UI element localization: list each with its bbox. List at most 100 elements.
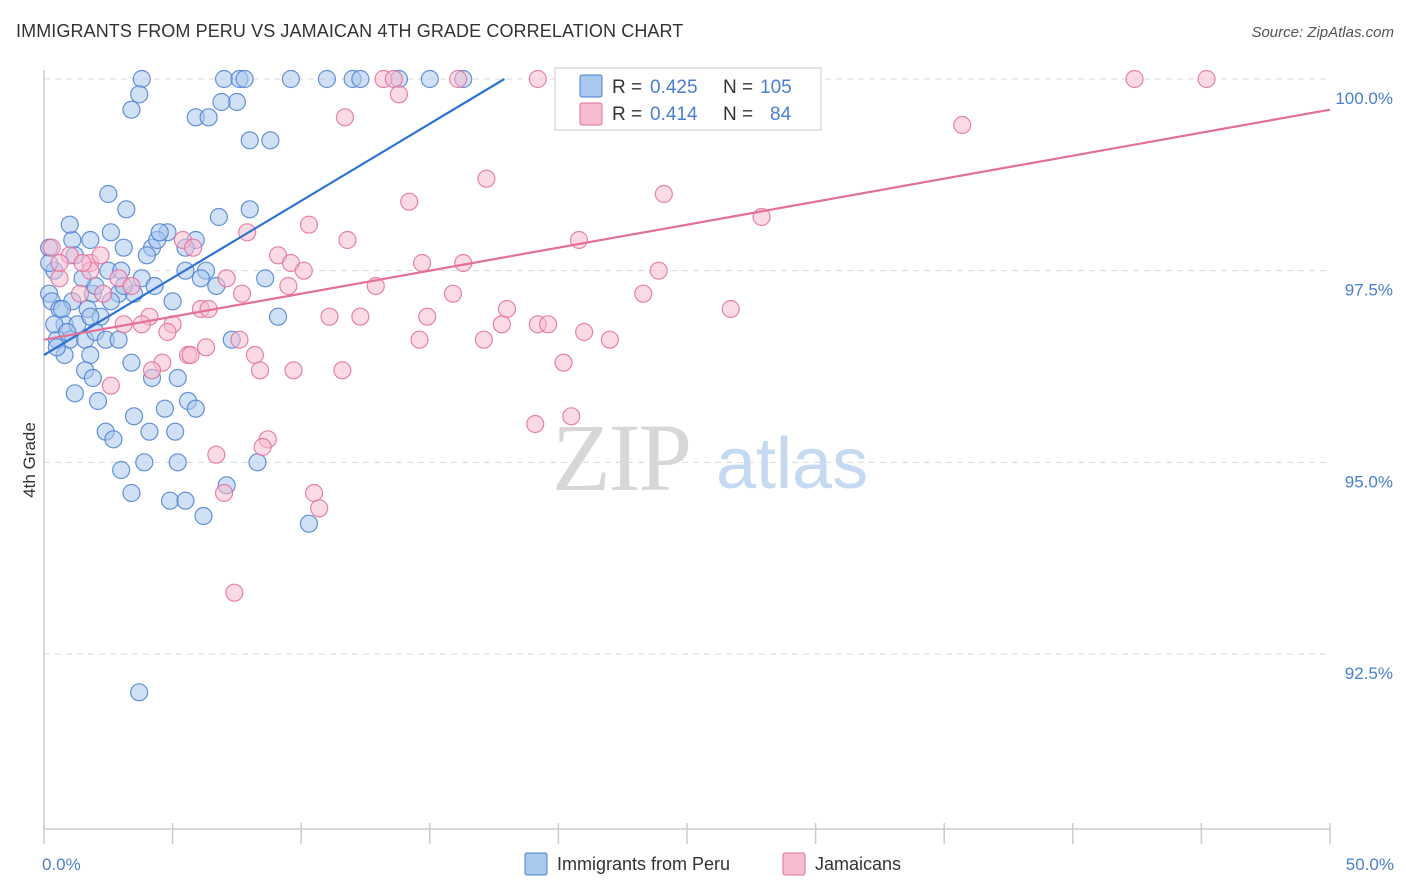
- legend-swatch-jamaicans: [782, 852, 806, 876]
- data-point-jamaicans: [575, 322, 594, 342]
- data-point-immigrants-from-peru: [140, 422, 159, 441]
- data-point-immigrants-from-peru: [130, 85, 149, 104]
- data-point-jamaicans: [492, 315, 511, 334]
- trend-lines: [43, 78, 1331, 356]
- data-point-jamaicans: [474, 330, 493, 349]
- data-point-jamaicans: [526, 414, 545, 434]
- data-point-immigrants-from-peru: [112, 460, 131, 480]
- data-point-immigrants-from-peru: [163, 292, 182, 311]
- data-point-immigrants-from-peru: [194, 506, 213, 526]
- data-point-immigrants-from-peru: [299, 514, 319, 533]
- stats-r-label-blue: R =: [612, 77, 642, 98]
- data-point-jamaicans: [304, 483, 324, 503]
- data-point-immigrants-from-peru: [420, 69, 439, 89]
- watermark: ZIP atlas: [552, 404, 868, 511]
- chart-title: IMMIGRANTS FROM PERU VS JAMAICAN 4TH GRA…: [16, 21, 684, 41]
- stats-n-value-pink: 84: [770, 104, 792, 125]
- stats-r-label-pink: R =: [612, 104, 642, 125]
- data-point-jamaicans: [497, 299, 517, 319]
- data-point-immigrants-from-peru: [212, 92, 231, 112]
- data-point-immigrants-from-peru: [160, 491, 180, 510]
- stats-legend: R = 0.425 N = 105 R = 0.414 N = 84: [554, 67, 822, 131]
- data-point-jamaicans: [539, 315, 558, 334]
- data-point-immigrants-from-peru: [214, 69, 234, 89]
- data-point-jamaicans: [384, 69, 403, 89]
- data-point-immigrants-from-peru: [248, 453, 267, 472]
- data-point-jamaicans: [1125, 69, 1144, 89]
- data-point-jamaicans: [410, 330, 429, 349]
- data-point-jamaicans: [245, 345, 265, 365]
- data-point-immigrants-from-peru: [281, 69, 301, 89]
- data-point-immigrants-from-peru: [240, 131, 259, 150]
- data-point-jamaicans: [528, 69, 547, 89]
- data-point-immigrants-from-peru: [114, 238, 133, 257]
- data-point-immigrants-from-peru: [135, 453, 154, 472]
- data-point-jamaicans: [253, 437, 272, 457]
- data-point-jamaicans: [721, 299, 740, 319]
- data-point-jamaicans: [181, 345, 200, 365]
- data-point-immigrants-from-peru: [63, 230, 82, 250]
- data-point-immigrants-from-peru: [168, 368, 187, 388]
- data-point-jamaicans: [142, 361, 162, 380]
- stats-n-value-blue: 105: [760, 77, 792, 98]
- data-point-jamaicans: [158, 322, 177, 342]
- x-axis-ticks: [43, 823, 1331, 844]
- data-point-jamaicans: [73, 253, 92, 273]
- data-point-immigrants-from-peru: [99, 184, 118, 204]
- data-point-immigrants-from-peru: [199, 108, 218, 127]
- data-point-immigrants-from-peru: [268, 307, 288, 326]
- data-point-immigrants-from-peru: [122, 483, 141, 503]
- data-point-jamaicans: [600, 330, 619, 349]
- data-point-jamaicans: [196, 338, 216, 357]
- data-point-jamaicans: [351, 307, 370, 326]
- data-point-immigrants-from-peru: [235, 69, 254, 89]
- stats-legend-swatch-pink: [579, 102, 603, 126]
- data-point-jamaicans: [389, 85, 409, 104]
- data-point-jamaicans: [418, 307, 437, 326]
- data-point-immigrants-from-peru: [176, 491, 195, 510]
- data-point-jamaicans: [279, 276, 298, 296]
- data-point-immigrants-from-peru: [122, 353, 141, 372]
- data-point-jamaicans: [562, 407, 581, 426]
- data-point-jamaicans: [1197, 69, 1216, 89]
- data-point-jamaicans: [70, 284, 90, 303]
- y-tick-label: 95.0%: [1345, 472, 1393, 491]
- data-point-jamaicans: [284, 361, 303, 380]
- data-point-immigrants-from-peru: [351, 69, 370, 89]
- data-point-immigrants-from-peru: [155, 399, 174, 418]
- y-tick-label: 100.0%: [1335, 89, 1393, 108]
- data-point-immigrants-from-peru: [240, 200, 259, 219]
- y-tick-label: 97.5%: [1345, 281, 1393, 300]
- watermark-atlas: atlas: [716, 424, 868, 504]
- y-axis-title: 4th Grade: [20, 422, 39, 498]
- data-point-immigrants-from-peru: [317, 69, 337, 89]
- data-point-jamaicans: [230, 330, 249, 349]
- data-point-jamaicans: [122, 276, 141, 296]
- y-tick-label: 92.5%: [1345, 664, 1393, 683]
- data-point-immigrants-from-peru: [130, 683, 149, 702]
- data-point-immigrants-from-peru: [81, 345, 100, 365]
- data-point-jamaicans: [214, 483, 234, 503]
- data-point-immigrants-from-peru: [122, 100, 141, 119]
- data-point-jamaicans: [50, 269, 69, 288]
- stats-n-label-blue: N =: [723, 77, 753, 98]
- stats-r-value-blue: 0.425: [650, 77, 698, 98]
- y-axis-tick-labels: 92.5% 95.0% 97.5% 100.0%: [1335, 89, 1393, 683]
- data-point-immigrants-from-peru: [191, 269, 210, 288]
- stats-r-value-pink: 0.414: [650, 104, 698, 125]
- data-point-immigrants-from-peru: [52, 299, 72, 319]
- data-point-jamaicans: [250, 361, 270, 380]
- data-point-jamaicans: [207, 445, 226, 464]
- data-point-jamaicans: [477, 169, 496, 188]
- data-point-immigrants-from-peru: [65, 384, 84, 403]
- data-point-jamaicans: [225, 583, 244, 602]
- data-point-jamaicans: [217, 269, 236, 288]
- data-point-jamaicans: [94, 284, 113, 303]
- data-point-immigrants-from-peru: [109, 330, 128, 349]
- data-point-immigrants-from-peru: [137, 246, 156, 265]
- data-point-jamaicans: [294, 261, 313, 280]
- trendline-jamaicans: [43, 108, 1331, 341]
- data-point-jamaicans: [634, 284, 653, 303]
- data-point-immigrants-from-peru: [132, 69, 151, 89]
